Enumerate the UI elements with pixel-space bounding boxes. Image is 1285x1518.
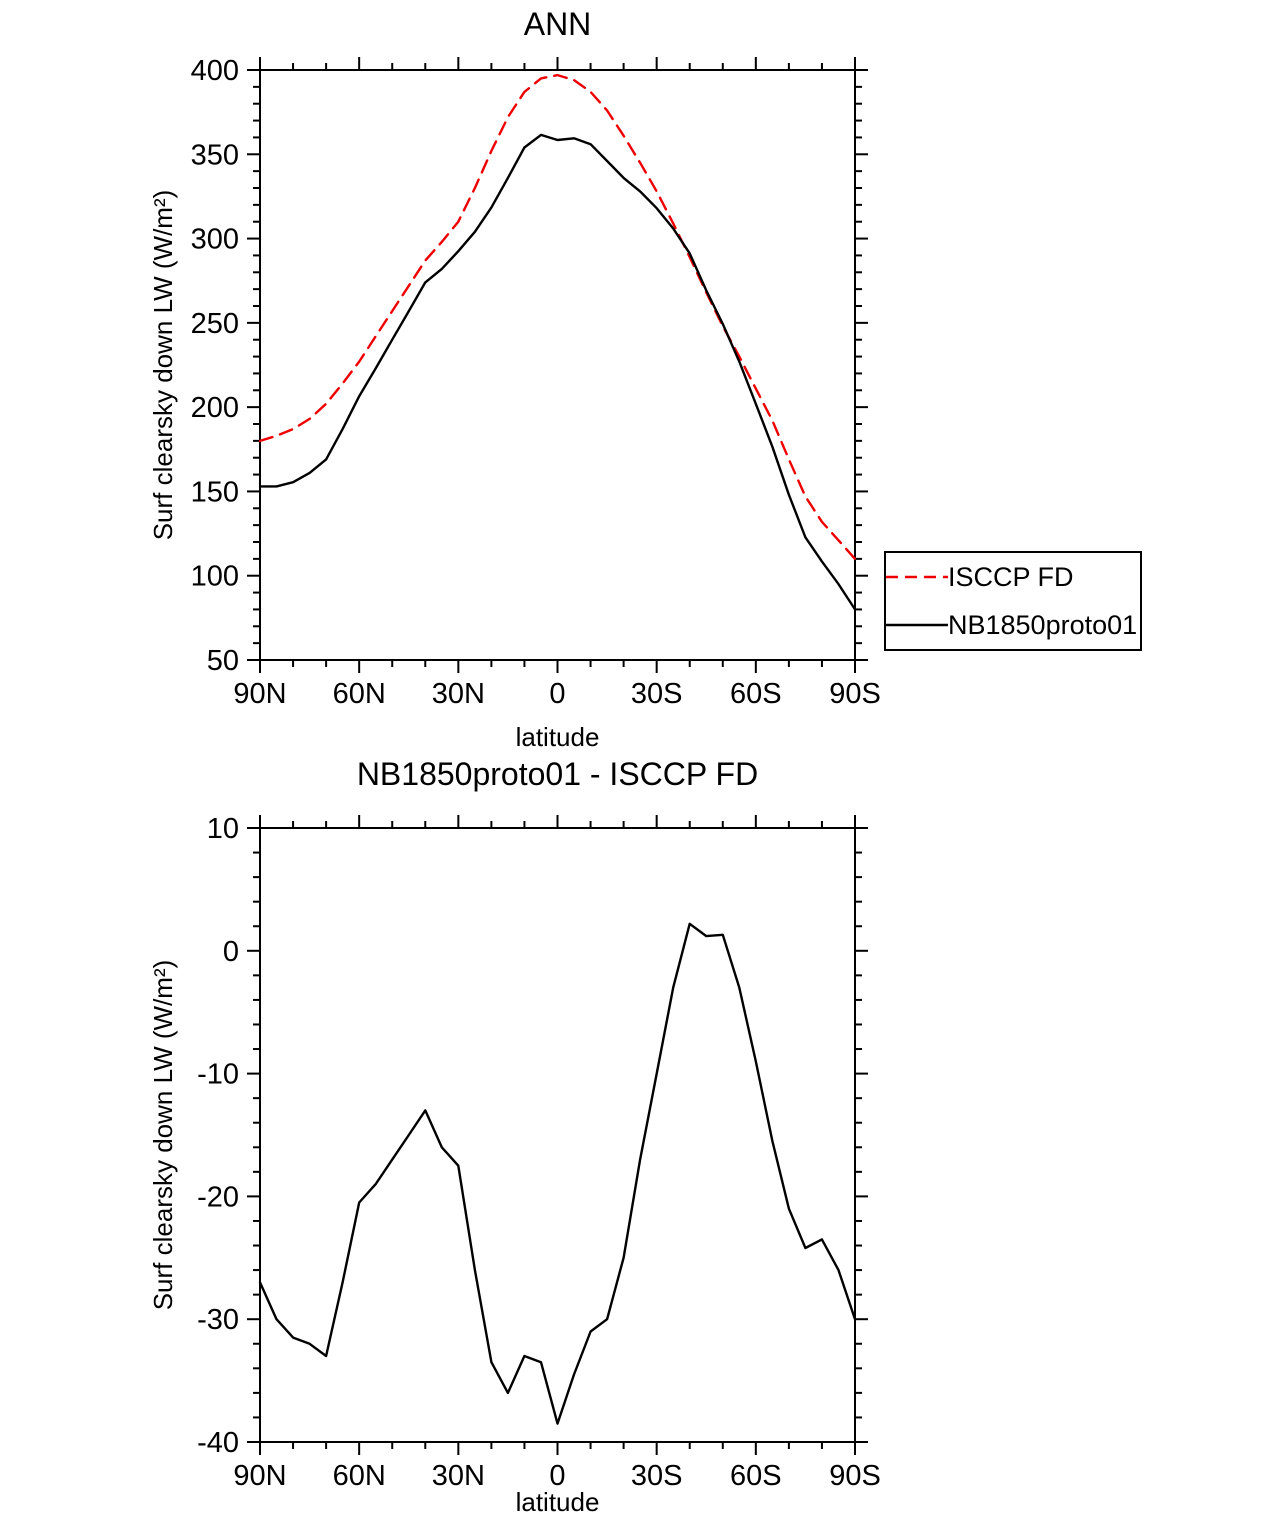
legend-item-nb1850proto01: NB1850proto01 <box>886 601 1140 649</box>
y-tick-label: 0 <box>223 936 239 968</box>
isccp-fd-line <box>258 73 857 561</box>
y-tick-label: 100 <box>191 561 239 593</box>
y-tick-label: 200 <box>191 392 239 424</box>
y-tick-label: -10 <box>197 1059 239 1091</box>
x-tick-label: 0 <box>549 1460 565 1492</box>
x-tick-label: 90N <box>233 678 286 710</box>
x-tick-label: 0 <box>549 678 565 710</box>
legend-label-isccp-fd: ISCCP FD <box>948 561 1074 592</box>
ann-x-axis-label: latitude <box>515 722 600 752</box>
x-tick-label: 30S <box>631 678 683 710</box>
isccp-fd-line-sample <box>886 575 948 579</box>
legend-item-isccp-fd: ISCCP FD <box>886 553 1140 601</box>
ann-chart-title: ANN <box>523 6 592 42</box>
y-tick-label: 10 <box>207 813 239 845</box>
y-tick-label: 300 <box>191 224 239 256</box>
y-tick-label: 400 <box>191 55 239 87</box>
y-tick-label: -40 <box>197 1427 239 1459</box>
y-tick-label: 150 <box>191 476 239 508</box>
x-tick-label: 60S <box>730 1460 782 1492</box>
x-tick-label: 60N <box>333 1460 386 1492</box>
y-tick-label: 350 <box>191 139 239 171</box>
x-tick-label: 90N <box>233 1460 286 1492</box>
x-tick-label: 30S <box>631 1460 683 1492</box>
diff-chart-title: NB1850proto01 - ISCCP FD <box>356 756 759 792</box>
nb1850proto01-isccp-fd-line <box>258 922 857 1425</box>
y-tick-label: -30 <box>197 1304 239 1336</box>
x-tick-label: 90S <box>829 1460 881 1492</box>
x-tick-label: 30N <box>432 1460 485 1492</box>
x-tick-label: 60N <box>333 678 386 710</box>
x-tick-label: 90S <box>829 678 881 710</box>
legend: ISCCP FD NB1850proto01 <box>884 551 1142 651</box>
y-tick-label: -20 <box>197 1181 239 1213</box>
plot-frame <box>259 827 856 1443</box>
legend-label-nb1850proto01: NB1850proto01 <box>948 609 1138 640</box>
x-tick-label: 60S <box>730 678 782 710</box>
nb1850proto01-line <box>258 133 857 611</box>
nb1850proto01-line-sample <box>886 623 948 627</box>
x-tick-label: 30N <box>432 678 485 710</box>
y-tick-label: 250 <box>191 308 239 340</box>
diff-x-axis-label: latitude <box>515 1487 600 1517</box>
y-tick-label: 50 <box>207 645 239 677</box>
